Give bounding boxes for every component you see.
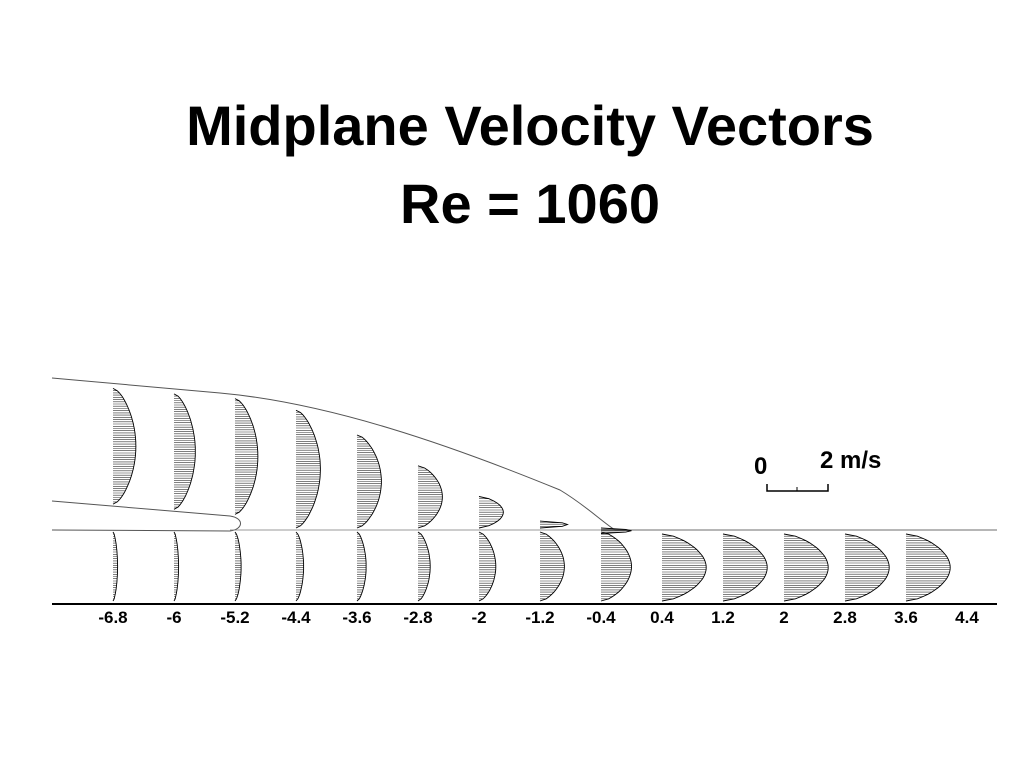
upper-stream-profile <box>539 520 569 529</box>
upper-stream-profile <box>356 434 382 529</box>
x-axis: -6.8 -6 -5.2 -4.4 -3.6 -2.8 -2 -1.2 -0.4 0.4 1.2 2 2… <box>98 608 979 627</box>
lower-stream-profile <box>539 531 565 602</box>
profile-envelope <box>173 393 196 510</box>
downstream-profile <box>905 533 951 602</box>
lower-stream-profile <box>234 531 242 602</box>
vector-lines <box>479 498 504 526</box>
channel-geometry <box>51 377 997 605</box>
vector-lines <box>113 390 136 503</box>
profile-envelope <box>722 533 768 602</box>
lower-stream-profile <box>295 531 305 602</box>
vector-lines <box>296 412 321 527</box>
x-tick-label: -5.2 <box>220 608 249 627</box>
lower-stream-profile <box>173 531 180 602</box>
vector-lines <box>540 522 568 527</box>
x-tick-label: 3.6 <box>894 608 918 627</box>
profile-envelope <box>295 531 305 602</box>
upper-stream-profile <box>295 409 321 529</box>
vector-lines <box>540 533 565 600</box>
upper-wall <box>51 377 997 531</box>
upper-stream-profile <box>600 527 632 534</box>
vector-lines <box>845 535 890 600</box>
x-tick-label: 1.2 <box>711 608 735 627</box>
upper-stream-profile <box>478 496 504 529</box>
profile-envelope <box>844 533 890 602</box>
profile-envelope <box>539 520 569 529</box>
upper-stream-profile <box>234 398 259 515</box>
downstream-profile <box>844 533 890 602</box>
x-tick-label: -6.8 <box>98 608 127 627</box>
downstream-profile <box>722 533 768 602</box>
downstream-profile <box>783 533 829 602</box>
velocity-scale-legend: 0 2 m/s <box>754 447 881 492</box>
vector-lines <box>113 533 118 600</box>
profile-envelope <box>356 531 367 602</box>
x-tick-label: 0.4 <box>650 608 674 627</box>
profile-envelope <box>661 533 707 602</box>
vector-lines <box>235 400 258 513</box>
vector-lines <box>418 533 431 600</box>
vector-lines <box>723 535 768 600</box>
lower-stream-profile <box>600 531 632 602</box>
lower-stream-profile <box>417 531 431 602</box>
splitter-plate <box>51 500 241 532</box>
lower-stream-profile <box>478 531 497 602</box>
x-tick-label: 2.8 <box>833 608 857 627</box>
chart-title: Midplane Velocity Vectors <box>186 94 874 157</box>
profile-envelope <box>173 531 180 602</box>
profile-envelope <box>112 388 137 505</box>
vector-lines <box>662 535 707 600</box>
profile-envelope <box>356 434 382 529</box>
upper-stream-profile <box>112 388 137 505</box>
profile-envelope <box>478 496 504 529</box>
vector-lines <box>174 533 179 600</box>
profile-envelope <box>295 409 321 529</box>
x-tick-label: -1.2 <box>525 608 554 627</box>
lower-stream-profile <box>356 531 367 602</box>
profile-envelope <box>600 527 632 534</box>
upper-stream-profile <box>173 393 196 510</box>
profile-envelope <box>417 465 443 529</box>
profile-envelope <box>234 398 259 515</box>
scale-zero-label: 0 <box>754 453 767 480</box>
vector-lines <box>357 436 382 527</box>
vector-lines <box>174 395 196 508</box>
vector-lines <box>357 533 367 600</box>
velocity-vectors <box>112 388 951 602</box>
scale-max-label: 2 m/s <box>820 447 881 474</box>
chart-subtitle: Re = 1060 <box>400 172 660 235</box>
vector-lines <box>784 535 829 600</box>
profile-envelope <box>112 531 119 602</box>
vector-lines <box>601 533 632 600</box>
downstream-profile <box>661 533 707 602</box>
x-tick-label: -3.6 <box>342 608 371 627</box>
x-tick-label: -2.8 <box>403 608 432 627</box>
vector-lines <box>296 533 304 600</box>
vector-lines <box>601 529 632 533</box>
x-tick-label: 2 <box>779 608 788 627</box>
profile-envelope <box>478 531 497 602</box>
x-tick-label: -4.4 <box>281 608 311 627</box>
vector-lines <box>906 535 951 600</box>
profile-envelope <box>905 533 951 602</box>
profile-envelope <box>234 531 242 602</box>
profile-envelope <box>539 531 565 602</box>
lower-stream-profile <box>112 531 119 602</box>
profile-envelope <box>417 531 431 602</box>
vector-lines <box>418 467 443 527</box>
profile-envelope <box>600 531 632 602</box>
x-tick-label: -0.4 <box>586 608 616 627</box>
upper-stream-profile <box>417 465 443 529</box>
x-tick-label: -6 <box>166 608 181 627</box>
vector-lines <box>479 533 496 600</box>
profile-envelope <box>783 533 829 602</box>
x-tick-label: -2 <box>471 608 486 627</box>
x-tick-label: 4.4 <box>955 608 979 627</box>
vector-lines <box>235 533 242 600</box>
